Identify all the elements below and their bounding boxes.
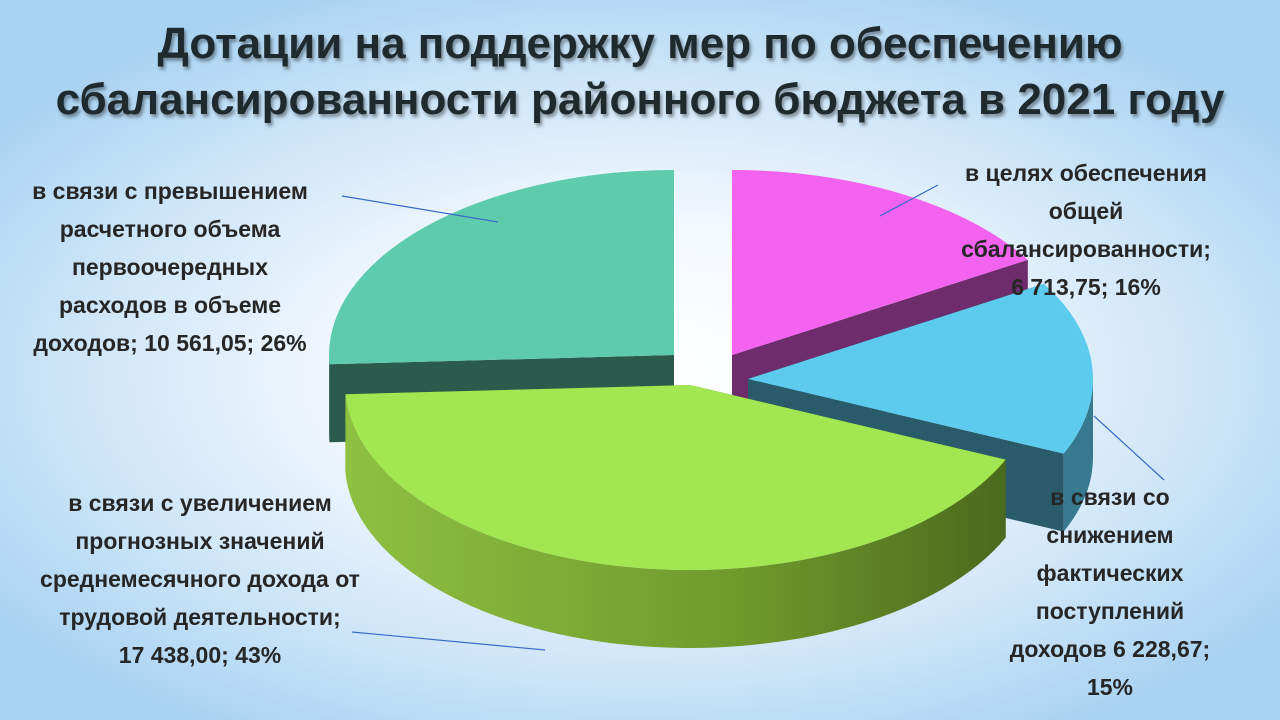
label-expenses-line-1: в связи с превышением — [32, 178, 308, 204]
chart-title-line-2: сбалансированности районного бюджета в 2… — [55, 75, 1225, 124]
leader-line-expenses — [341, 195, 499, 223]
label-revenue-line-1: в связи со — [1050, 484, 1170, 510]
label-revenue-line-6: 15% — [1086, 674, 1134, 700]
pie-slice-balance-top — [732, 170, 1028, 355]
pie-slice-forecast-side — [345, 394, 1006, 649]
label-revenue-line-3: фактических — [1036, 560, 1184, 586]
chart-title: Дотации на поддержку мер по обеспечению … — [0, 16, 1280, 128]
pie-slice-revenue-top — [748, 283, 1093, 454]
label-forecast-line-5: 17 438,00; 43% — [118, 642, 282, 668]
label-forecast-line-1: в связи с увеличением — [68, 490, 332, 516]
label-forecast-line-3: среднемесячного дохода от — [40, 566, 360, 592]
label-expenses-line-5: доходов; 10 561,05; 26% — [33, 330, 307, 356]
pie-slice-forecast-top — [345, 385, 1006, 570]
label-expenses-line-4: расходов в объеме — [58, 292, 281, 318]
label-revenue-line-2: снижением — [1046, 522, 1174, 548]
label-expenses: в связи с превышением расчетного объема … — [0, 172, 340, 362]
label-balance-line-1: в целях обеспечения — [965, 160, 1207, 186]
leader-line-forecast — [351, 631, 546, 651]
pie-slice-expenses-top — [329, 170, 674, 365]
chart-title-line-1: Дотации на поддержку мер по обеспечению — [157, 19, 1123, 68]
leader-line-balance — [879, 184, 939, 217]
leader-line-revenue — [1093, 415, 1165, 481]
label-expenses-line-2: расчетного объема — [59, 216, 281, 242]
label-revenue-line-5: доходов 6 228,67; — [1009, 636, 1211, 662]
label-balance-line-4: 6 713,75; 16% — [1011, 274, 1161, 300]
label-forecast-line-4: трудовой деятельности; — [59, 604, 341, 630]
label-balance: в целях обеспечения общей сбалансированн… — [936, 154, 1236, 306]
label-forecast-line-2: прогнозных значений — [75, 528, 325, 554]
label-balance-line-2: общей — [1048, 198, 1124, 224]
label-forecast: в связи с увеличением прогнозных значени… — [0, 484, 400, 674]
pie-slice-revenue-side — [1063, 379, 1093, 532]
label-balance-line-3: сбалансированности; — [961, 236, 1211, 262]
label-revenue: в связи со снижением фактических поступл… — [980, 478, 1240, 706]
label-expenses-line-3: первоочередных — [71, 254, 268, 280]
label-revenue-line-4: поступлений — [1035, 598, 1185, 624]
pie-slice-forecast — [345, 385, 1006, 649]
